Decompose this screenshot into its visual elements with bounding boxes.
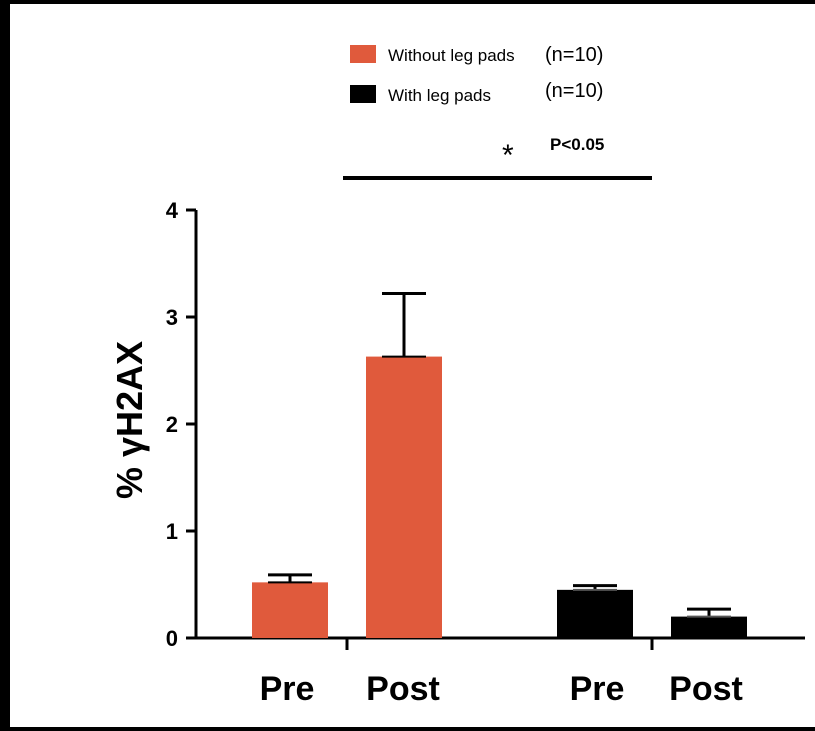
legend-n-with-leg-pads: (n=10): [545, 80, 603, 102]
bar: [252, 582, 328, 638]
bar: [366, 356, 442, 638]
y-tick-0: 0: [166, 626, 196, 651]
x-category-label-post-1: Post: [366, 670, 440, 708]
x-category-label-pre-1: Pre: [260, 670, 315, 708]
y-ticks: 0 1 2 3 4: [166, 198, 196, 651]
significance-p-value: P<0.05: [550, 135, 604, 154]
y-tick-4: 4: [166, 198, 196, 223]
legend-label-with-leg-pads: With leg pads: [388, 86, 491, 105]
y-tick-label: 1: [166, 519, 178, 544]
x-category-label-post-2: Post: [669, 670, 743, 708]
legend-n-without-leg-pads: (n=10): [545, 44, 603, 66]
y-tick-2: 2: [166, 412, 196, 437]
legend: Without leg pads (n=10) With leg pads (n…: [350, 44, 603, 105]
y-axis-label: % γH2AX: [109, 341, 150, 499]
legend-swatch-with-leg-pads: [350, 85, 376, 103]
legend-swatch-without-leg-pads: [350, 45, 376, 63]
y-tick-1: 1: [166, 519, 196, 544]
bars: [252, 291, 747, 638]
significance-star: *: [502, 139, 514, 172]
bar: [671, 616, 747, 638]
bar: [557, 589, 633, 638]
y-tick-label: 4: [166, 198, 179, 223]
y-tick-label: 2: [166, 412, 178, 437]
legend-label-without-leg-pads: Without leg pads: [388, 46, 515, 65]
y-tick-label: 3: [166, 305, 178, 330]
x-category-label-pre-2: Pre: [570, 670, 625, 708]
significance-annotation: * P<0.05: [343, 135, 652, 180]
y-tick-label: 0: [166, 626, 178, 651]
y-tick-3: 3: [166, 305, 196, 330]
